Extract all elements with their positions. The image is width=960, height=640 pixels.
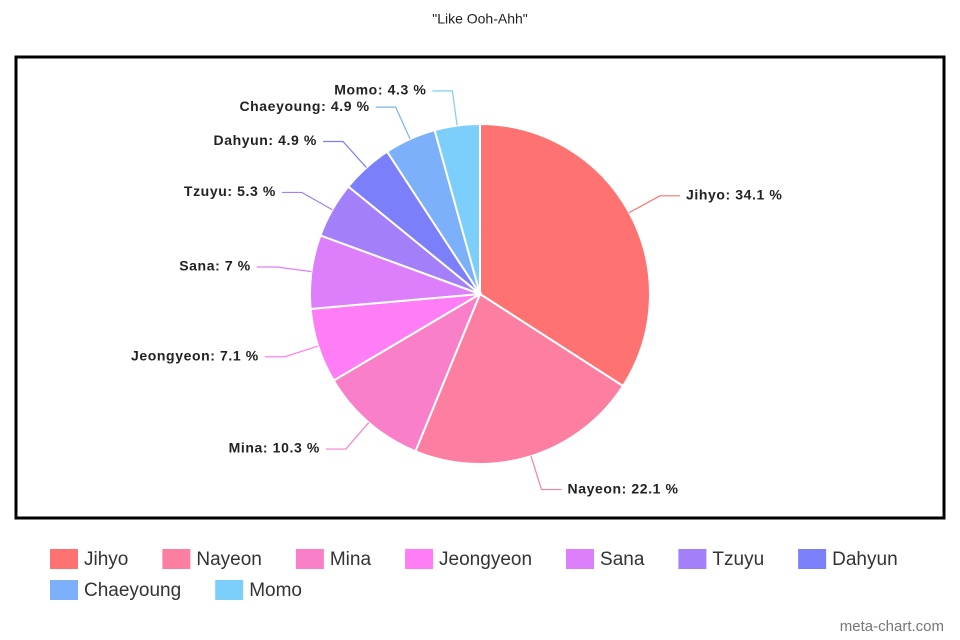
data-label: Nayeon: 22.1 %	[568, 480, 679, 496]
leader-line	[264, 345, 319, 358]
legend-swatch	[215, 580, 244, 600]
legend-label: Jihyo	[84, 549, 128, 570]
leader-line	[375, 106, 411, 140]
leader-line	[256, 266, 312, 273]
legend-label: Tzuyu	[712, 549, 764, 570]
data-label: Sana: 7 %	[179, 258, 251, 274]
pie-slice	[433, 122, 481, 295]
legend-swatch	[405, 549, 434, 569]
leader-line	[432, 90, 458, 126]
leader-line	[322, 140, 367, 168]
data-label: Tzuyu: 5.3 %	[184, 183, 276, 199]
legend-swatch	[678, 549, 707, 569]
leader-line	[281, 191, 333, 211]
data-label: Mina: 10.3 %	[229, 440, 320, 456]
leader-line	[530, 455, 562, 491]
data-label: Jeongyeon: 7.1 %	[131, 347, 259, 363]
legend-swatch	[798, 549, 827, 569]
legend-label: Mina	[330, 549, 372, 570]
pie-slice	[332, 291, 483, 453]
leader-line	[628, 195, 680, 214]
watermark: meta-chart.com	[840, 618, 944, 635]
data-label: Chaeyoung: 4.9 %	[239, 98, 369, 114]
plot-frame	[14, 55, 946, 520]
data-label: Momo: 4.3 %	[334, 82, 426, 98]
legend-label: Momo	[249, 580, 302, 601]
data-label: Dahyun: 4.9 %	[213, 132, 317, 148]
legend-swatch	[295, 549, 324, 569]
legend-label: Sana	[600, 549, 645, 570]
legend-label: Nayeon	[196, 549, 262, 570]
data-label: Jihyo: 34.1 %	[686, 187, 783, 203]
leader-line	[325, 422, 370, 450]
legend-swatch	[162, 549, 191, 569]
legend-label: Jeongyeon	[439, 549, 532, 570]
legend-label: Dahyun	[832, 549, 898, 570]
legend-swatch	[50, 549, 78, 569]
legend-swatch	[50, 580, 78, 600]
legend-label: Chaeyoung	[84, 580, 181, 601]
legend-swatch	[566, 549, 595, 569]
chart-title: "Like Ooh-Ahh"	[432, 11, 528, 27]
